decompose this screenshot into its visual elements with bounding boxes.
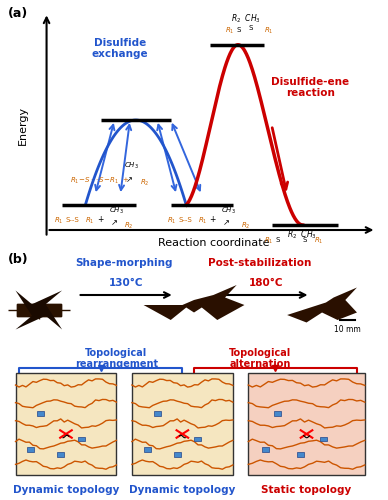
Text: +: + <box>210 216 216 224</box>
Text: $R_2$: $R_2$ <box>124 220 133 230</box>
Bar <box>16 372 116 475</box>
Bar <box>194 437 201 442</box>
Text: Reaction coordinate: Reaction coordinate <box>158 238 269 248</box>
Text: $CH_3$: $CH_3$ <box>221 206 236 216</box>
Text: S: S <box>275 238 280 244</box>
Text: S: S <box>248 25 253 31</box>
Bar <box>27 447 34 452</box>
Text: (a): (a) <box>8 8 28 20</box>
Bar <box>144 447 151 452</box>
Bar <box>174 452 181 457</box>
Bar <box>132 372 233 475</box>
Text: $R_1$: $R_1$ <box>198 216 207 226</box>
Text: $R_1$: $R_1$ <box>167 216 176 226</box>
Text: $R_1$: $R_1$ <box>54 216 64 226</box>
Bar <box>297 452 304 457</box>
Bar <box>248 372 365 475</box>
Text: $CH_3$: $CH_3$ <box>109 206 123 216</box>
Polygon shape <box>144 285 244 320</box>
Text: 10 mm: 10 mm <box>334 325 360 334</box>
Polygon shape <box>287 288 357 322</box>
Text: Dynamic topology: Dynamic topology <box>129 485 236 495</box>
Text: S: S <box>303 238 307 244</box>
Polygon shape <box>16 290 62 330</box>
Text: $R_2$: $R_2$ <box>140 178 149 188</box>
Text: 180°C: 180°C <box>249 278 283 287</box>
Bar <box>154 411 161 416</box>
Text: $\nearrow$: $\nearrow$ <box>109 218 118 227</box>
Text: Shape-morphing: Shape-morphing <box>75 258 173 268</box>
Text: Dynamic topology: Dynamic topology <box>13 485 119 495</box>
Text: $R_1$: $R_1$ <box>85 216 95 226</box>
Text: Energy: Energy <box>18 106 28 144</box>
Text: $R_1$: $R_1$ <box>314 236 324 246</box>
Bar <box>78 437 85 442</box>
Bar <box>262 447 269 452</box>
Text: $R_2$: $R_2$ <box>241 220 250 230</box>
Text: $R_2$  $CH_3$: $R_2$ $CH_3$ <box>232 12 261 25</box>
Text: +: + <box>97 216 103 224</box>
Bar <box>57 452 64 457</box>
Text: Disulfide
exchange: Disulfide exchange <box>92 38 149 59</box>
Text: S: S <box>237 28 241 34</box>
Bar <box>320 437 327 442</box>
Text: Static topology: Static topology <box>262 485 352 495</box>
Text: $R_1\!-\!S\cdot\cdot S\!-\!R_1$  +: $R_1\!-\!S\cdot\cdot S\!-\!R_1$ + <box>70 176 129 186</box>
Bar <box>37 411 44 416</box>
Text: 130°C: 130°C <box>109 278 143 287</box>
Text: Topological
alternation: Topological alternation <box>229 348 291 369</box>
Text: $\nearrow$: $\nearrow$ <box>124 176 134 184</box>
Text: $R_1$: $R_1$ <box>264 26 273 36</box>
Text: $R_1$: $R_1$ <box>264 236 273 246</box>
Text: S--S: S--S <box>178 218 192 224</box>
Text: Disulfide-ene
reaction: Disulfide-ene reaction <box>271 76 350 98</box>
Text: $CH_3$: $CH_3$ <box>124 160 139 170</box>
Text: (b): (b) <box>8 252 28 266</box>
Text: $\nearrow$: $\nearrow$ <box>221 218 231 227</box>
Text: Post-stabilization: Post-stabilization <box>208 258 312 268</box>
Text: Topological
rearrangement: Topological rearrangement <box>75 348 158 369</box>
Bar <box>274 411 281 416</box>
Text: S--S: S--S <box>66 218 80 224</box>
Text: $R_2$  $CH_3$: $R_2$ $CH_3$ <box>287 228 317 241</box>
Text: $R_1$: $R_1$ <box>225 26 234 36</box>
